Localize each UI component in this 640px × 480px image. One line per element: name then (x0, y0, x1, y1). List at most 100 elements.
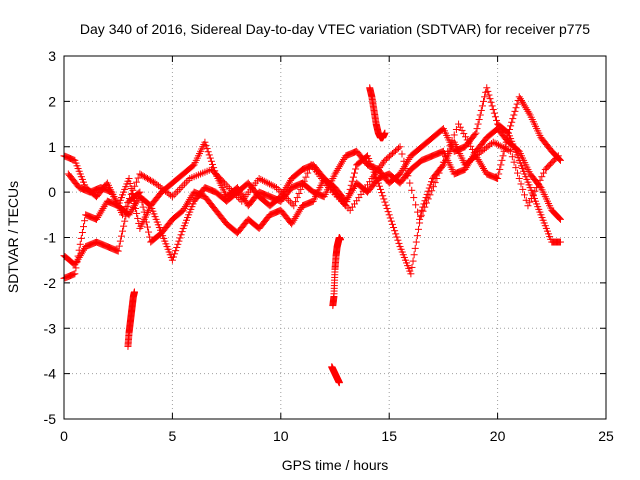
data-point (293, 194, 301, 202)
data-point (331, 170, 339, 178)
data-point (128, 189, 136, 197)
data-point (206, 154, 214, 162)
data-point (511, 107, 519, 115)
data-point (177, 231, 185, 239)
y-tick-label: 2 (48, 93, 56, 109)
data-point (130, 199, 138, 207)
data-point (169, 253, 177, 261)
data-point (501, 145, 509, 153)
data-point (288, 220, 296, 228)
data-point (507, 122, 515, 130)
data-point (554, 152, 562, 160)
data-point (377, 162, 385, 170)
data-point (74, 252, 82, 260)
data-point (127, 190, 135, 198)
data-point (72, 264, 80, 272)
data-point (531, 187, 539, 195)
data-point (510, 111, 518, 119)
data-point (220, 179, 228, 187)
data-point (491, 139, 499, 147)
data-point (446, 142, 454, 150)
data-point (421, 203, 429, 211)
data-point (467, 142, 475, 150)
data-point (202, 141, 210, 149)
data-point (170, 191, 178, 199)
data-point (229, 188, 237, 196)
data-point (460, 130, 468, 138)
data-point (336, 161, 344, 169)
data-point (431, 179, 439, 187)
data-point (372, 169, 380, 177)
data-point (302, 173, 310, 181)
data-point (352, 165, 360, 173)
data-point (514, 169, 522, 177)
data-point (378, 189, 386, 197)
data-point (481, 93, 489, 101)
data-point (516, 95, 524, 103)
data-point (285, 196, 293, 204)
data-point (351, 169, 359, 177)
data-point (515, 175, 523, 183)
data-point (398, 166, 406, 174)
data-point (429, 183, 437, 191)
data-point (523, 106, 531, 114)
data-point (473, 154, 481, 162)
data-point (419, 207, 427, 215)
data-point (508, 153, 516, 161)
data-point (397, 168, 405, 176)
data-point (136, 188, 144, 196)
x-tick-label: 5 (169, 428, 177, 444)
data-point (75, 246, 83, 254)
data-point (94, 214, 102, 222)
data-point (294, 209, 302, 217)
data-point (493, 116, 501, 124)
data-point (524, 202, 532, 210)
data-point (534, 180, 542, 188)
data-point (203, 145, 211, 153)
data-point (130, 288, 138, 296)
data-point (138, 198, 146, 206)
data-point (134, 214, 142, 222)
data-point (300, 177, 308, 185)
data-point (452, 126, 460, 134)
data-point (376, 164, 384, 172)
data-point (369, 173, 377, 181)
y-tick-label: -4 (44, 366, 57, 382)
data-point (335, 379, 343, 387)
data-point (527, 194, 535, 202)
data-point (519, 185, 527, 193)
data-point (407, 270, 415, 278)
data-point (493, 140, 501, 148)
data-point (231, 190, 239, 198)
data-point (119, 227, 127, 235)
data-point (184, 176, 192, 184)
y-tick-label: 0 (48, 184, 56, 200)
data-point (507, 147, 515, 155)
data-point (414, 208, 422, 216)
data-point (77, 234, 85, 242)
data-point (510, 158, 518, 166)
data-point (553, 153, 561, 161)
data-point (382, 201, 390, 209)
data-point (174, 187, 182, 195)
data-point (368, 175, 376, 183)
data-point (346, 185, 354, 193)
data-point (80, 223, 88, 231)
data-point (289, 218, 297, 226)
data-point (132, 204, 140, 212)
data-point (291, 214, 299, 222)
data-point (71, 270, 79, 278)
data-point (122, 203, 130, 211)
data-point (538, 173, 546, 181)
data-point (276, 187, 284, 195)
data-point (517, 180, 525, 188)
data-point (259, 176, 267, 184)
data-point (139, 203, 147, 211)
data-point (187, 194, 195, 202)
data-point (424, 195, 432, 203)
data-point (428, 187, 436, 195)
data-point (173, 243, 181, 251)
data-point (125, 194, 133, 202)
data-point (135, 189, 143, 197)
data-point (295, 207, 303, 215)
